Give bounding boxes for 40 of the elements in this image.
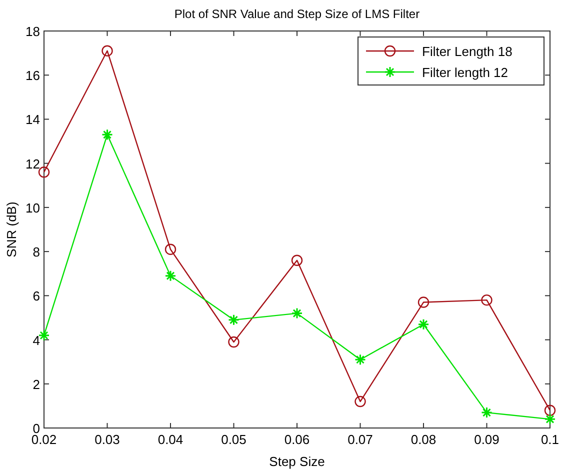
y-tick-label: 14 xyxy=(26,112,40,128)
point xyxy=(102,45,113,56)
x-tick-label: 0.03 xyxy=(94,432,120,447)
y-tick-label: 2 xyxy=(32,376,40,392)
point xyxy=(418,318,430,330)
point xyxy=(291,308,303,320)
x-axis-title: Step Size xyxy=(269,454,325,469)
y-tick-label: 10 xyxy=(26,200,40,216)
point xyxy=(481,294,492,306)
y-tick-label: 6 xyxy=(32,288,40,304)
x-tick-label: 0.1 xyxy=(540,432,560,447)
y-tick-label: 18 xyxy=(26,24,40,39)
x-tick-label: 0.07 xyxy=(348,432,373,447)
y-tick-label: 4 xyxy=(32,332,40,348)
y-tick-label: 8 xyxy=(32,244,40,260)
y-tick-label: 12 xyxy=(26,156,40,172)
point xyxy=(544,413,556,425)
x-tick-label: 0.05 xyxy=(221,432,246,447)
point xyxy=(291,254,303,266)
y-tick-label: 16 xyxy=(26,68,40,84)
chart-title: Plot of SNR Value and Step Size of LMS Filter xyxy=(174,7,420,21)
point xyxy=(481,406,492,418)
y-axis-title: SNR (dB) xyxy=(4,202,19,258)
point xyxy=(102,128,113,140)
point xyxy=(544,404,556,416)
legend-label: Filter length 12 xyxy=(422,65,508,80)
point xyxy=(228,336,240,348)
point xyxy=(228,314,240,326)
x-tick-label: 0.08 xyxy=(410,432,436,447)
legend-label: Filter Length 18 xyxy=(422,44,512,59)
point xyxy=(38,166,50,178)
point xyxy=(418,296,430,308)
x-tick-label: 0.06 xyxy=(284,432,310,447)
point xyxy=(164,244,176,255)
x-tick-label: 0.04 xyxy=(158,432,184,447)
point xyxy=(38,330,50,342)
point xyxy=(354,354,366,366)
point xyxy=(354,396,366,408)
point xyxy=(164,270,176,282)
x-tick-label: 0.09 xyxy=(474,432,500,447)
